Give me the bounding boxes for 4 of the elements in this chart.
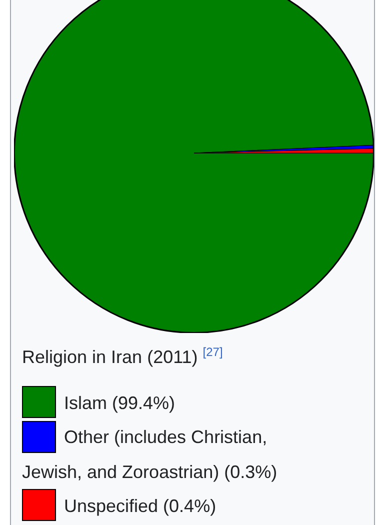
legend-label: Unspecified (0.4%) — [64, 496, 216, 516]
legend-label: Other (includes Christian, Jewish, and Zoroastrian) (0.3%) — [22, 427, 278, 482]
legend-label: Islam (99.4%) — [64, 393, 176, 413]
text: Religion in Iran (2011) $^{[27]}$ — [22, 345, 223, 368]
